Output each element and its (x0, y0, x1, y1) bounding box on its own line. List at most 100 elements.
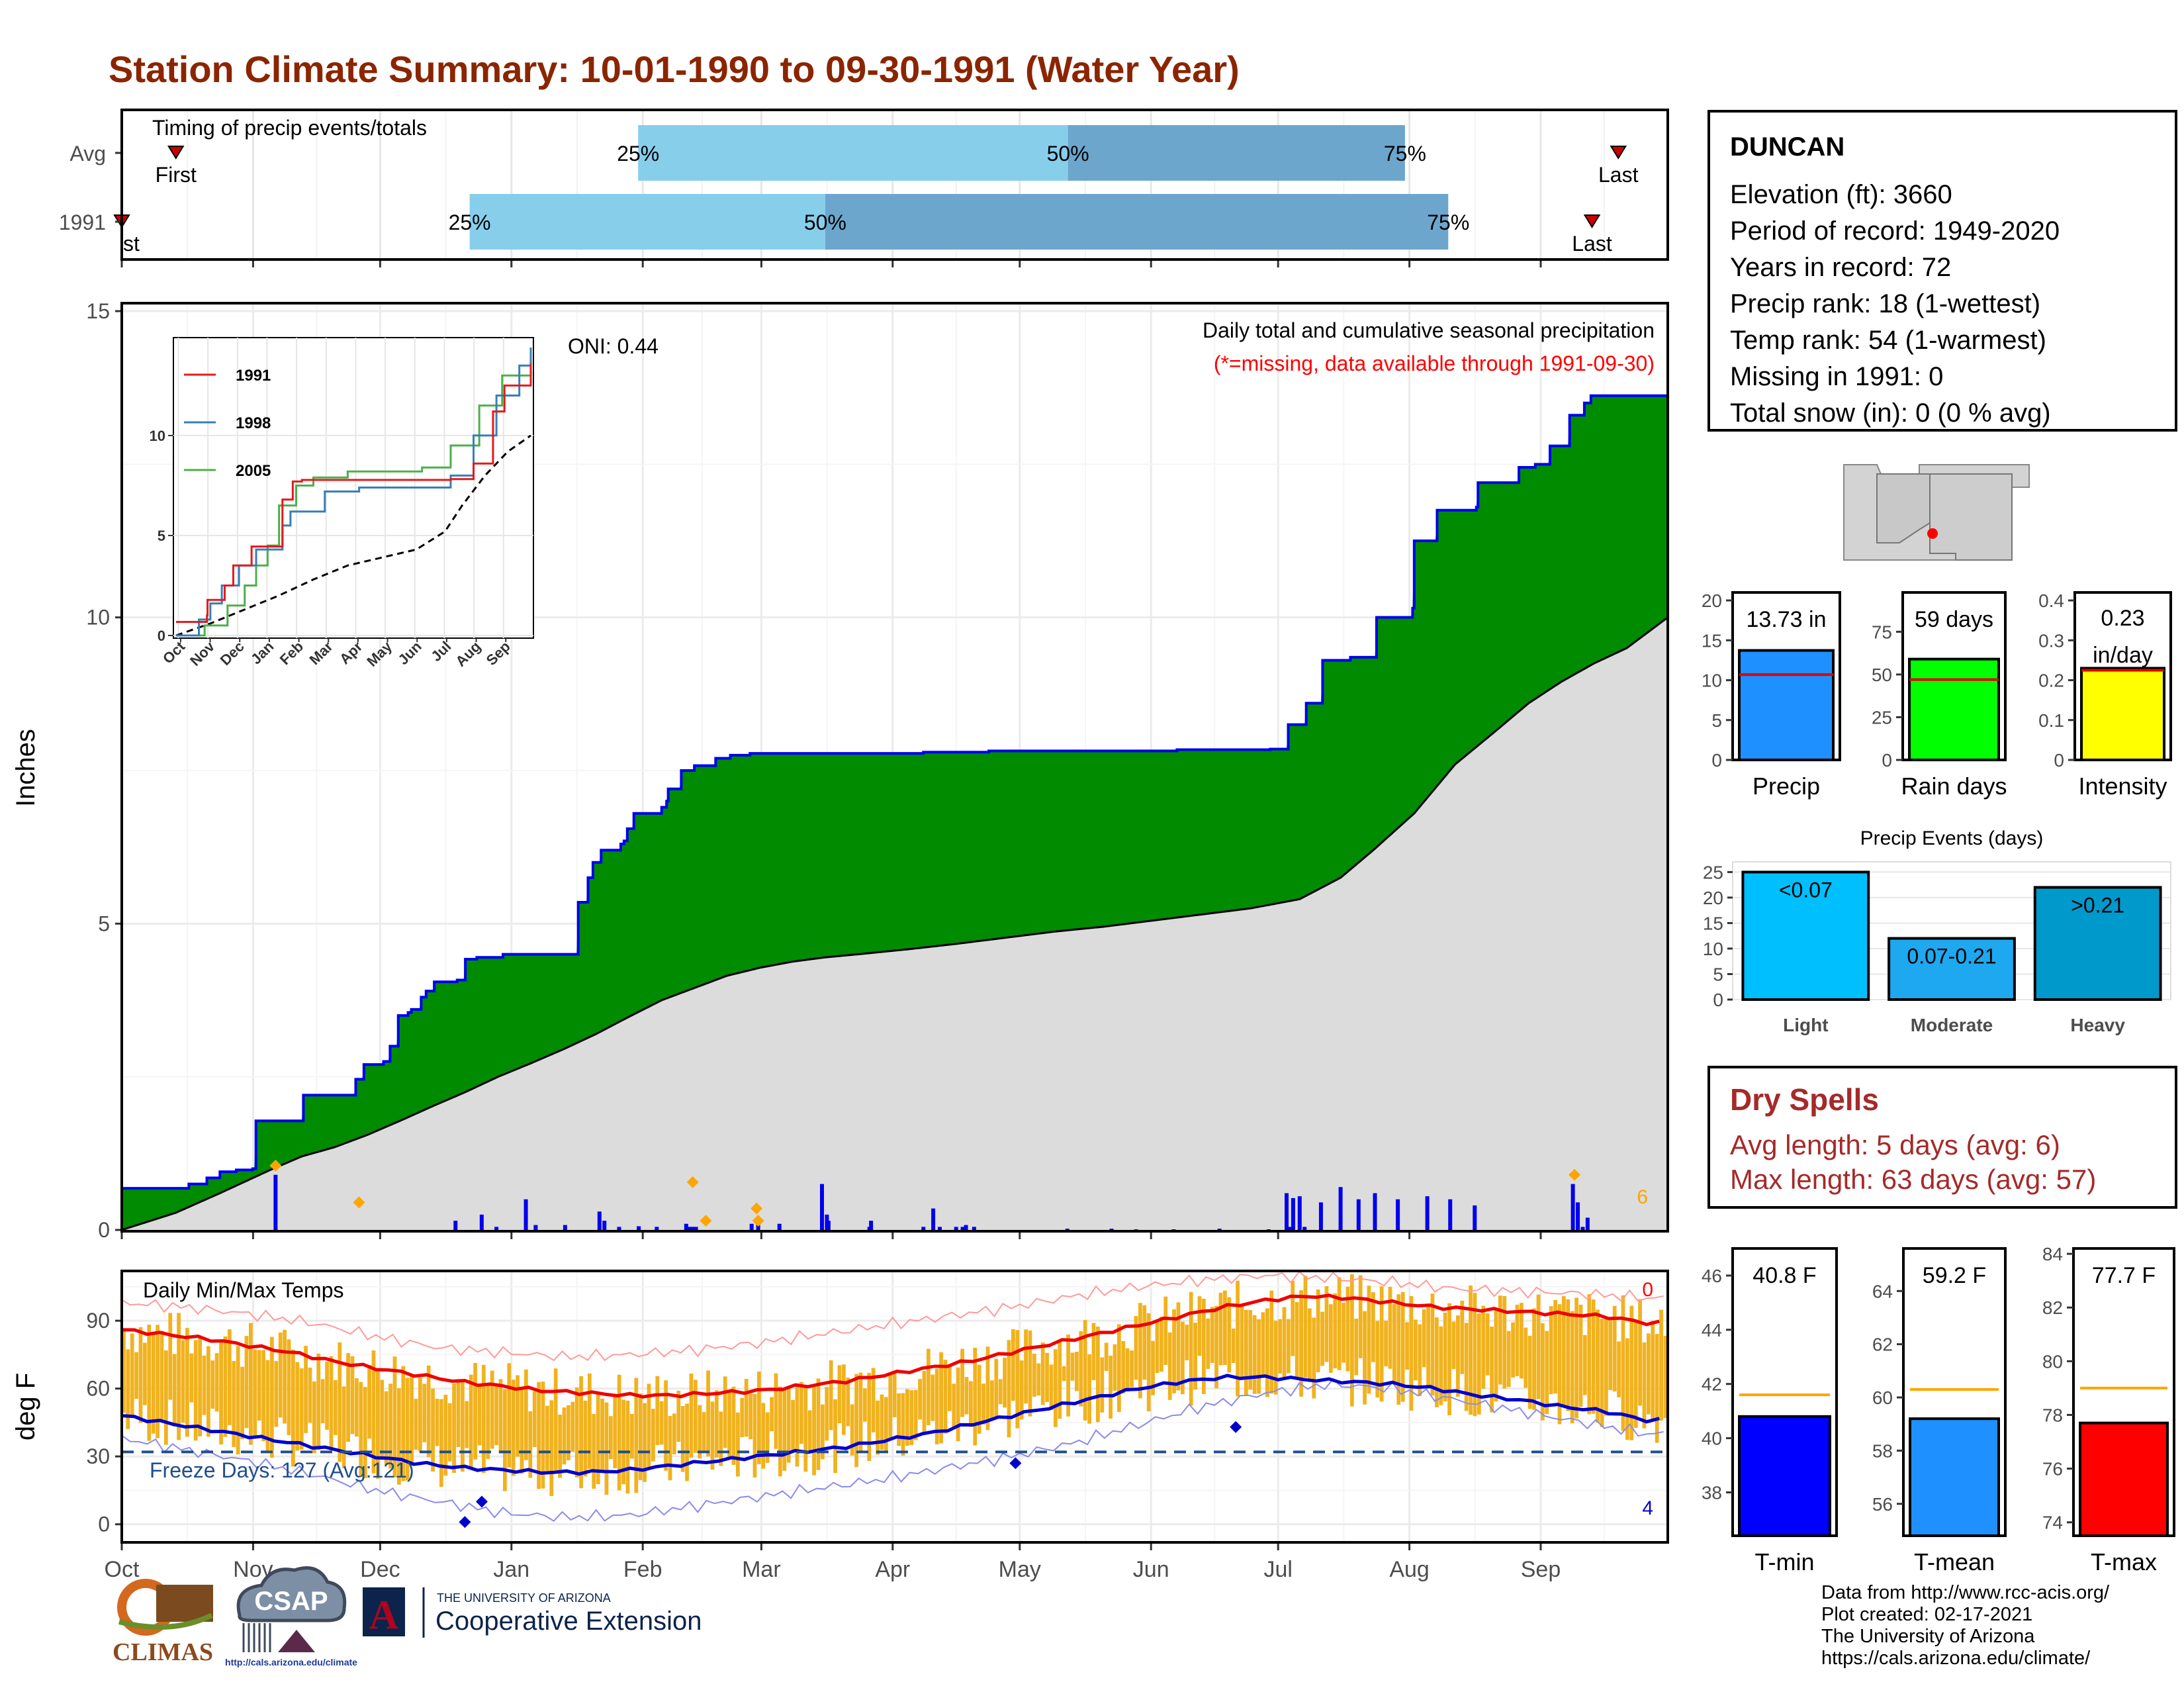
precip-ylabel: Inches (11, 729, 40, 807)
daily-temp-bar (189, 1353, 194, 1403)
map-state-west (1876, 473, 1931, 543)
summary-ytick-label: 44 (1702, 1320, 1722, 1340)
daily-temp-bar (744, 1379, 749, 1437)
daily-temp-bar (443, 1394, 448, 1476)
daily-temp-bar (757, 1371, 761, 1464)
daily-precip-bar (479, 1214, 484, 1230)
precip-subtitle: Daily total and cumulative seasonal prec… (1203, 318, 1655, 342)
precip-missing-note: (*=missing, data available through 1991-… (1214, 352, 1655, 375)
daily-temp-bar (257, 1350, 261, 1421)
events-category-label: Moderate (1911, 1015, 1993, 1035)
daily-temp-bar (1269, 1290, 1274, 1394)
daily-precip-bar (972, 1227, 976, 1230)
month-label: Aug (1389, 1557, 1430, 1582)
daily-precip-bar (1291, 1197, 1295, 1230)
events-ytick-label: 5 (1713, 964, 1723, 984)
daily-temp-bar (562, 1407, 567, 1465)
summary-bar (2079, 1421, 2169, 1537)
summary-ytick-label: 62 (1872, 1335, 1893, 1355)
daily-temp-bar (130, 1333, 134, 1417)
daily-temp-bar (545, 1405, 549, 1472)
daily-temp-bar (1231, 1328, 1236, 1363)
daily-temp-bar (249, 1323, 253, 1445)
daily-precip-bar (1266, 1229, 1271, 1230)
daily-temp-bar (1278, 1319, 1282, 1374)
daily-precip-bar (869, 1221, 874, 1230)
daily-precip-bar (1065, 1229, 1069, 1230)
daily-temp-bar (341, 1386, 346, 1468)
daily-temp-bar (198, 1335, 202, 1436)
state-locator-map (1843, 463, 2030, 563)
daily-temp-bar (532, 1391, 537, 1448)
summary-frame (1901, 591, 2007, 761)
daily-temp-bar (223, 1336, 228, 1437)
daily-precip-bar (777, 1223, 782, 1230)
daily-temp-bar (1600, 1319, 1604, 1427)
summary-ytick-label: 0.1 (2038, 710, 2064, 731)
daily-temp-bar (1506, 1331, 1511, 1387)
daily-temp-bar (338, 1342, 342, 1462)
daily-temp-bar (287, 1339, 291, 1436)
daily-temp-bar (736, 1412, 740, 1477)
daily-temp-bar (511, 1380, 516, 1476)
daily-temp-bar (1303, 1276, 1308, 1378)
daily-temp-bar (1621, 1295, 1625, 1431)
summary-frame (2072, 1247, 2175, 1537)
daily-temp-bar (761, 1403, 766, 1469)
daily-precip-bar (1448, 1199, 1453, 1230)
summary-ytick-label: 50 (1872, 665, 1892, 685)
daily-temp-bar (901, 1393, 905, 1456)
daily-temp-bar (143, 1342, 147, 1405)
precip-count: 6 (1637, 1186, 1648, 1208)
daily-precip-bar (1473, 1205, 1477, 1230)
daily-temp-bar (1100, 1357, 1105, 1413)
daily-temp-bar (1058, 1341, 1062, 1419)
summary-category-label: T-min (1755, 1548, 1815, 1575)
summary-value-label: 0.23 (2101, 606, 2144, 631)
daily-temp-bar (931, 1374, 935, 1421)
inset-legend-label: 2005 (236, 462, 271, 480)
daily-precip-bar (1134, 1229, 1138, 1230)
station-snow: Total snow (in): 0 (0 % avg) (1730, 399, 2051, 428)
daily-temp-bar (537, 1382, 541, 1489)
daily-temp-bar (867, 1373, 872, 1462)
daily-precip-bar (964, 1225, 968, 1230)
inset-legend-label: 1998 (236, 414, 271, 432)
daily-temp-bar (1287, 1319, 1291, 1374)
daily-precip-bar (1297, 1196, 1302, 1230)
timing-last-label: Last (1598, 163, 1639, 187)
daily-temp-bar (240, 1366, 244, 1439)
daily-temp-bar (507, 1363, 512, 1468)
daily-temp-bar (1261, 1312, 1265, 1378)
daily-temp-bar (1087, 1354, 1091, 1424)
daily-temp-bar (858, 1372, 863, 1452)
daily-temp-bar (770, 1397, 774, 1432)
daily-temp-bar (943, 1360, 948, 1434)
daily-temp-bar (346, 1353, 350, 1442)
daily-temp-bar (435, 1399, 439, 1446)
daily-precip-bar (694, 1227, 698, 1230)
daily-temp-bar (600, 1398, 604, 1472)
daily-temp-bar (1121, 1340, 1126, 1394)
summary-value-label: 59 days (1915, 607, 1993, 632)
daily-temp-bar (1214, 1305, 1218, 1389)
daily-precip-bar (563, 1225, 567, 1230)
daily-temp-bar (821, 1404, 825, 1460)
daily-temp-bar (1625, 1338, 1629, 1440)
daily-temp-bar (312, 1381, 316, 1454)
timing-last-marker (1583, 214, 1601, 228)
inset-month-label: Nov (187, 637, 218, 669)
daily-temp-bar (410, 1374, 414, 1466)
daily-temp-bar (1333, 1293, 1338, 1369)
daily-temp-bar (1570, 1311, 1574, 1424)
daily-temp-bar (528, 1411, 533, 1478)
summary-value-label: in/day (2093, 643, 2153, 668)
daily-precip-bar (1373, 1193, 1377, 1230)
timing-row-label-year: 1991 (59, 211, 106, 234)
daily-temp-bar (1384, 1321, 1388, 1367)
daily-temp-bar (1206, 1318, 1210, 1370)
events-ytick-label: 15 (1703, 913, 1723, 933)
daily-temp-bar (1464, 1323, 1469, 1411)
daily-temp-bar (371, 1350, 376, 1474)
daily-temp-bar (922, 1370, 927, 1434)
